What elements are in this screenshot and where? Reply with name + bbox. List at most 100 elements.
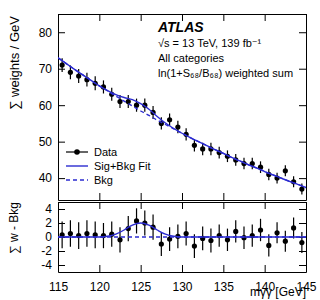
- point: [258, 227, 263, 232]
- point: [159, 241, 164, 246]
- legend-symbol: [74, 149, 80, 155]
- tick: [299, 178, 306, 179]
- point: [117, 237, 122, 242]
- x-axis: [59, 193, 307, 201]
- tick-label: 135: [214, 280, 234, 294]
- y-axis-right: [299, 15, 307, 201]
- tick: [299, 251, 306, 252]
- tick-mark: [223, 14, 224, 21]
- tick-label: 125: [131, 280, 151, 294]
- point: [291, 225, 296, 230]
- annotation: ATLAS: [157, 19, 204, 35]
- tick: 50: [39, 135, 65, 149]
- tick-label: 0: [45, 230, 52, 244]
- tick-label: 4: [45, 202, 52, 216]
- x-label: mγγ [GeV]: [250, 285, 306, 299]
- tick-label: 115: [49, 280, 68, 294]
- tick-mark: [265, 193, 266, 200]
- tick-mark: [223, 202, 224, 209]
- tick: [299, 223, 306, 224]
- tick-mark: [182, 265, 183, 272]
- tick: [223, 193, 224, 200]
- axis-line: [59, 272, 307, 273]
- tick-mark: [299, 32, 306, 33]
- point: [60, 62, 65, 67]
- y-label: ∑ weights / GeV: [7, 16, 22, 110]
- tick-mark: [58, 105, 65, 106]
- point: [225, 237, 230, 242]
- tick: -4: [41, 258, 65, 272]
- point: [233, 229, 238, 234]
- tick-mark: [299, 69, 306, 70]
- tick: [265, 202, 266, 209]
- x-axis-top: [59, 202, 307, 209]
- point: [84, 231, 89, 236]
- panel: 115120125130135140145-4-2024∑ w - Bkgmγγ…: [7, 202, 317, 299]
- tick-mark: [99, 265, 100, 272]
- point: [167, 117, 172, 122]
- tick-mark: [58, 69, 65, 70]
- point: [117, 99, 122, 104]
- panel: 40 50 60 70 80 ∑ weights / GeV ATLAS √s = 13 Te…: [7, 14, 307, 201]
- tick: 60: [39, 99, 65, 113]
- tick: [99, 14, 100, 21]
- tick: [182, 202, 183, 209]
- tick-label: 60: [39, 99, 53, 113]
- tick: [299, 142, 306, 143]
- point: [274, 230, 279, 235]
- plot-area: [58, 208, 306, 258]
- tick-mark: [223, 193, 224, 200]
- tick: [299, 105, 306, 106]
- legend: DataSig+Bkg FitBkg: [66, 146, 151, 186]
- tick-mark: [265, 265, 266, 272]
- point: [299, 240, 304, 245]
- tick: [141, 193, 142, 200]
- axis-line: [59, 200, 307, 201]
- tick: 40: [39, 171, 65, 185]
- tick-mark: [141, 193, 142, 200]
- tick: [141, 14, 142, 21]
- tick: 70: [39, 62, 65, 76]
- tick: [299, 69, 306, 70]
- tick-mark: [141, 14, 142, 21]
- tick-mark: [58, 265, 65, 266]
- tick-mark: [299, 209, 306, 210]
- tick-mark: [265, 14, 266, 21]
- point: [283, 168, 288, 173]
- tick: [299, 265, 306, 266]
- tick: [141, 202, 142, 209]
- tick-mark: [141, 265, 142, 272]
- chart: 4050607080∑ weights / GeVATLAS√s = 13 Te…: [0, 0, 320, 300]
- tick: 130: [172, 265, 192, 294]
- axis-line: [58, 15, 59, 201]
- tick: [299, 209, 306, 210]
- legend-label: Data: [94, 146, 118, 158]
- tick-label: 2: [45, 216, 52, 230]
- tick: [223, 14, 224, 21]
- tick-mark: [182, 202, 183, 209]
- annotation: √s = 13 TeV, 139 fb⁻¹: [158, 37, 262, 49]
- annotation: All categories: [158, 52, 225, 64]
- tick-mark: [99, 202, 100, 209]
- tick-label: 120: [90, 280, 110, 294]
- tick: 80: [39, 26, 65, 40]
- tick-mark: [299, 105, 306, 106]
- tick-label: 80: [39, 26, 53, 40]
- legend-symbol: [66, 165, 88, 166]
- legend-label: Sig+Bkg Fit: [94, 160, 151, 172]
- tick-label: -2: [41, 244, 52, 258]
- tick-label: 70: [39, 62, 53, 76]
- point: [266, 243, 271, 248]
- axis-line: [306, 15, 307, 201]
- point: [68, 70, 73, 75]
- tick-mark: [182, 193, 183, 200]
- tick-mark: [58, 209, 65, 210]
- line: [58, 223, 306, 237]
- tick: -2: [41, 244, 65, 258]
- point: [200, 146, 205, 151]
- point: [192, 244, 197, 249]
- tick-mark: [99, 193, 100, 200]
- tick: [99, 202, 100, 209]
- tick-mark: [299, 223, 306, 224]
- tick-mark: [141, 202, 142, 209]
